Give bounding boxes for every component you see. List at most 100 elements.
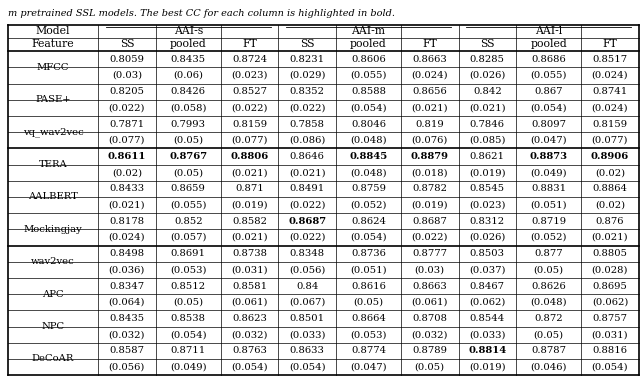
Text: 0.8663: 0.8663 — [412, 282, 447, 291]
Text: MFCC: MFCC — [36, 63, 69, 72]
Text: 0.8806: 0.8806 — [230, 152, 269, 161]
Text: (0.02): (0.02) — [595, 201, 625, 210]
Text: AAI-s: AAI-s — [173, 26, 203, 36]
Text: (0.022): (0.022) — [231, 103, 268, 112]
Text: (0.052): (0.052) — [350, 201, 387, 210]
Text: (0.022): (0.022) — [289, 103, 325, 112]
Text: Mockingjay: Mockingjay — [24, 225, 83, 234]
Text: 0.8491: 0.8491 — [289, 184, 324, 193]
Text: (0.03): (0.03) — [112, 71, 142, 80]
Text: 0.8805: 0.8805 — [593, 249, 627, 258]
Text: (0.036): (0.036) — [109, 265, 145, 274]
Text: 0.8527: 0.8527 — [232, 87, 267, 96]
Text: (0.047): (0.047) — [531, 136, 567, 145]
Text: 0.872: 0.872 — [534, 314, 563, 323]
Text: 0.8512: 0.8512 — [171, 282, 206, 291]
Text: 0.8348: 0.8348 — [289, 249, 324, 258]
Text: 0.8711: 0.8711 — [171, 346, 206, 355]
Text: 0.8906: 0.8906 — [591, 152, 629, 161]
Text: pooled: pooled — [531, 40, 567, 49]
Text: 0.84: 0.84 — [296, 282, 318, 291]
Text: 0.8759: 0.8759 — [351, 184, 386, 193]
Text: (0.022): (0.022) — [289, 201, 325, 210]
Text: 0.8663: 0.8663 — [412, 55, 447, 64]
Text: 0.8435: 0.8435 — [109, 314, 145, 323]
Text: (0.054): (0.054) — [591, 363, 628, 371]
Text: (0.019): (0.019) — [469, 363, 506, 371]
Text: 0.8178: 0.8178 — [109, 217, 145, 226]
Text: 0.8767: 0.8767 — [169, 152, 207, 161]
Text: (0.049): (0.049) — [531, 168, 567, 177]
Text: (0.019): (0.019) — [469, 168, 506, 177]
Text: (0.02): (0.02) — [595, 168, 625, 177]
Text: (0.086): (0.086) — [289, 136, 325, 145]
Text: (0.064): (0.064) — [109, 298, 145, 307]
Text: pooled: pooled — [350, 40, 387, 49]
Text: 0.8831: 0.8831 — [531, 184, 566, 193]
Text: 0.8621: 0.8621 — [470, 152, 505, 161]
Text: 0.8763: 0.8763 — [232, 346, 267, 355]
Text: 0.8782: 0.8782 — [412, 184, 447, 193]
Text: (0.05): (0.05) — [173, 298, 204, 307]
Text: 0.8646: 0.8646 — [290, 152, 324, 161]
Text: (0.019): (0.019) — [231, 201, 268, 210]
Text: (0.031): (0.031) — [591, 330, 628, 339]
Text: 0.8687: 0.8687 — [288, 217, 326, 226]
Text: 0.8687: 0.8687 — [412, 217, 447, 226]
Text: SS: SS — [480, 40, 495, 49]
Text: 0.8814: 0.8814 — [468, 346, 506, 355]
Text: (0.058): (0.058) — [170, 103, 207, 112]
Text: (0.033): (0.033) — [289, 330, 325, 339]
Text: (0.076): (0.076) — [412, 136, 448, 145]
Text: 0.8046: 0.8046 — [351, 120, 386, 129]
Text: 0.8285: 0.8285 — [470, 55, 505, 64]
Text: (0.061): (0.061) — [231, 298, 268, 307]
Text: (0.024): (0.024) — [412, 71, 448, 80]
Text: (0.022): (0.022) — [109, 103, 145, 112]
Text: (0.057): (0.057) — [170, 233, 207, 242]
Text: 0.8312: 0.8312 — [470, 217, 505, 226]
Text: (0.029): (0.029) — [289, 71, 325, 80]
Text: 0.8501: 0.8501 — [289, 314, 324, 323]
Text: (0.054): (0.054) — [531, 103, 567, 112]
Text: FT: FT — [242, 40, 257, 49]
Text: 0.8624: 0.8624 — [351, 217, 386, 226]
Text: (0.062): (0.062) — [469, 298, 506, 307]
Text: FT: FT — [602, 40, 618, 49]
Text: (0.054): (0.054) — [170, 330, 207, 339]
Text: DeCoAR: DeCoAR — [32, 354, 74, 363]
Text: (0.024): (0.024) — [591, 103, 628, 112]
Text: 0.8659: 0.8659 — [171, 184, 205, 193]
Text: (0.046): (0.046) — [531, 363, 567, 371]
Text: (0.026): (0.026) — [469, 233, 506, 242]
Text: (0.05): (0.05) — [173, 168, 204, 177]
Text: (0.056): (0.056) — [289, 265, 325, 274]
Text: 0.877: 0.877 — [534, 249, 563, 258]
Text: 0.8582: 0.8582 — [232, 217, 267, 226]
Text: (0.05): (0.05) — [534, 265, 564, 274]
Text: 0.8503: 0.8503 — [470, 249, 505, 258]
Text: (0.023): (0.023) — [231, 71, 268, 80]
Text: (0.056): (0.056) — [109, 363, 145, 371]
Text: (0.021): (0.021) — [231, 168, 268, 177]
Text: (0.02): (0.02) — [112, 168, 142, 177]
Text: (0.05): (0.05) — [353, 298, 383, 307]
Text: (0.022): (0.022) — [412, 233, 448, 242]
Text: (0.053): (0.053) — [170, 265, 207, 274]
Text: 0.842: 0.842 — [473, 87, 502, 96]
Text: 0.8352: 0.8352 — [289, 87, 324, 96]
Text: 0.8231: 0.8231 — [289, 55, 324, 64]
Text: (0.05): (0.05) — [534, 330, 564, 339]
Text: (0.085): (0.085) — [469, 136, 506, 145]
Text: 0.8633: 0.8633 — [290, 346, 324, 355]
Text: (0.077): (0.077) — [231, 136, 268, 145]
Text: TERA: TERA — [38, 160, 67, 169]
Text: 0.852: 0.852 — [174, 217, 203, 226]
Text: 0.8724: 0.8724 — [232, 55, 267, 64]
Text: 0.8777: 0.8777 — [412, 249, 447, 258]
Text: (0.021): (0.021) — [591, 233, 628, 242]
Text: PASE+: PASE+ — [35, 95, 70, 104]
Text: 0.8347: 0.8347 — [109, 282, 145, 291]
Text: 0.8626: 0.8626 — [531, 282, 566, 291]
Text: (0.051): (0.051) — [350, 265, 387, 274]
